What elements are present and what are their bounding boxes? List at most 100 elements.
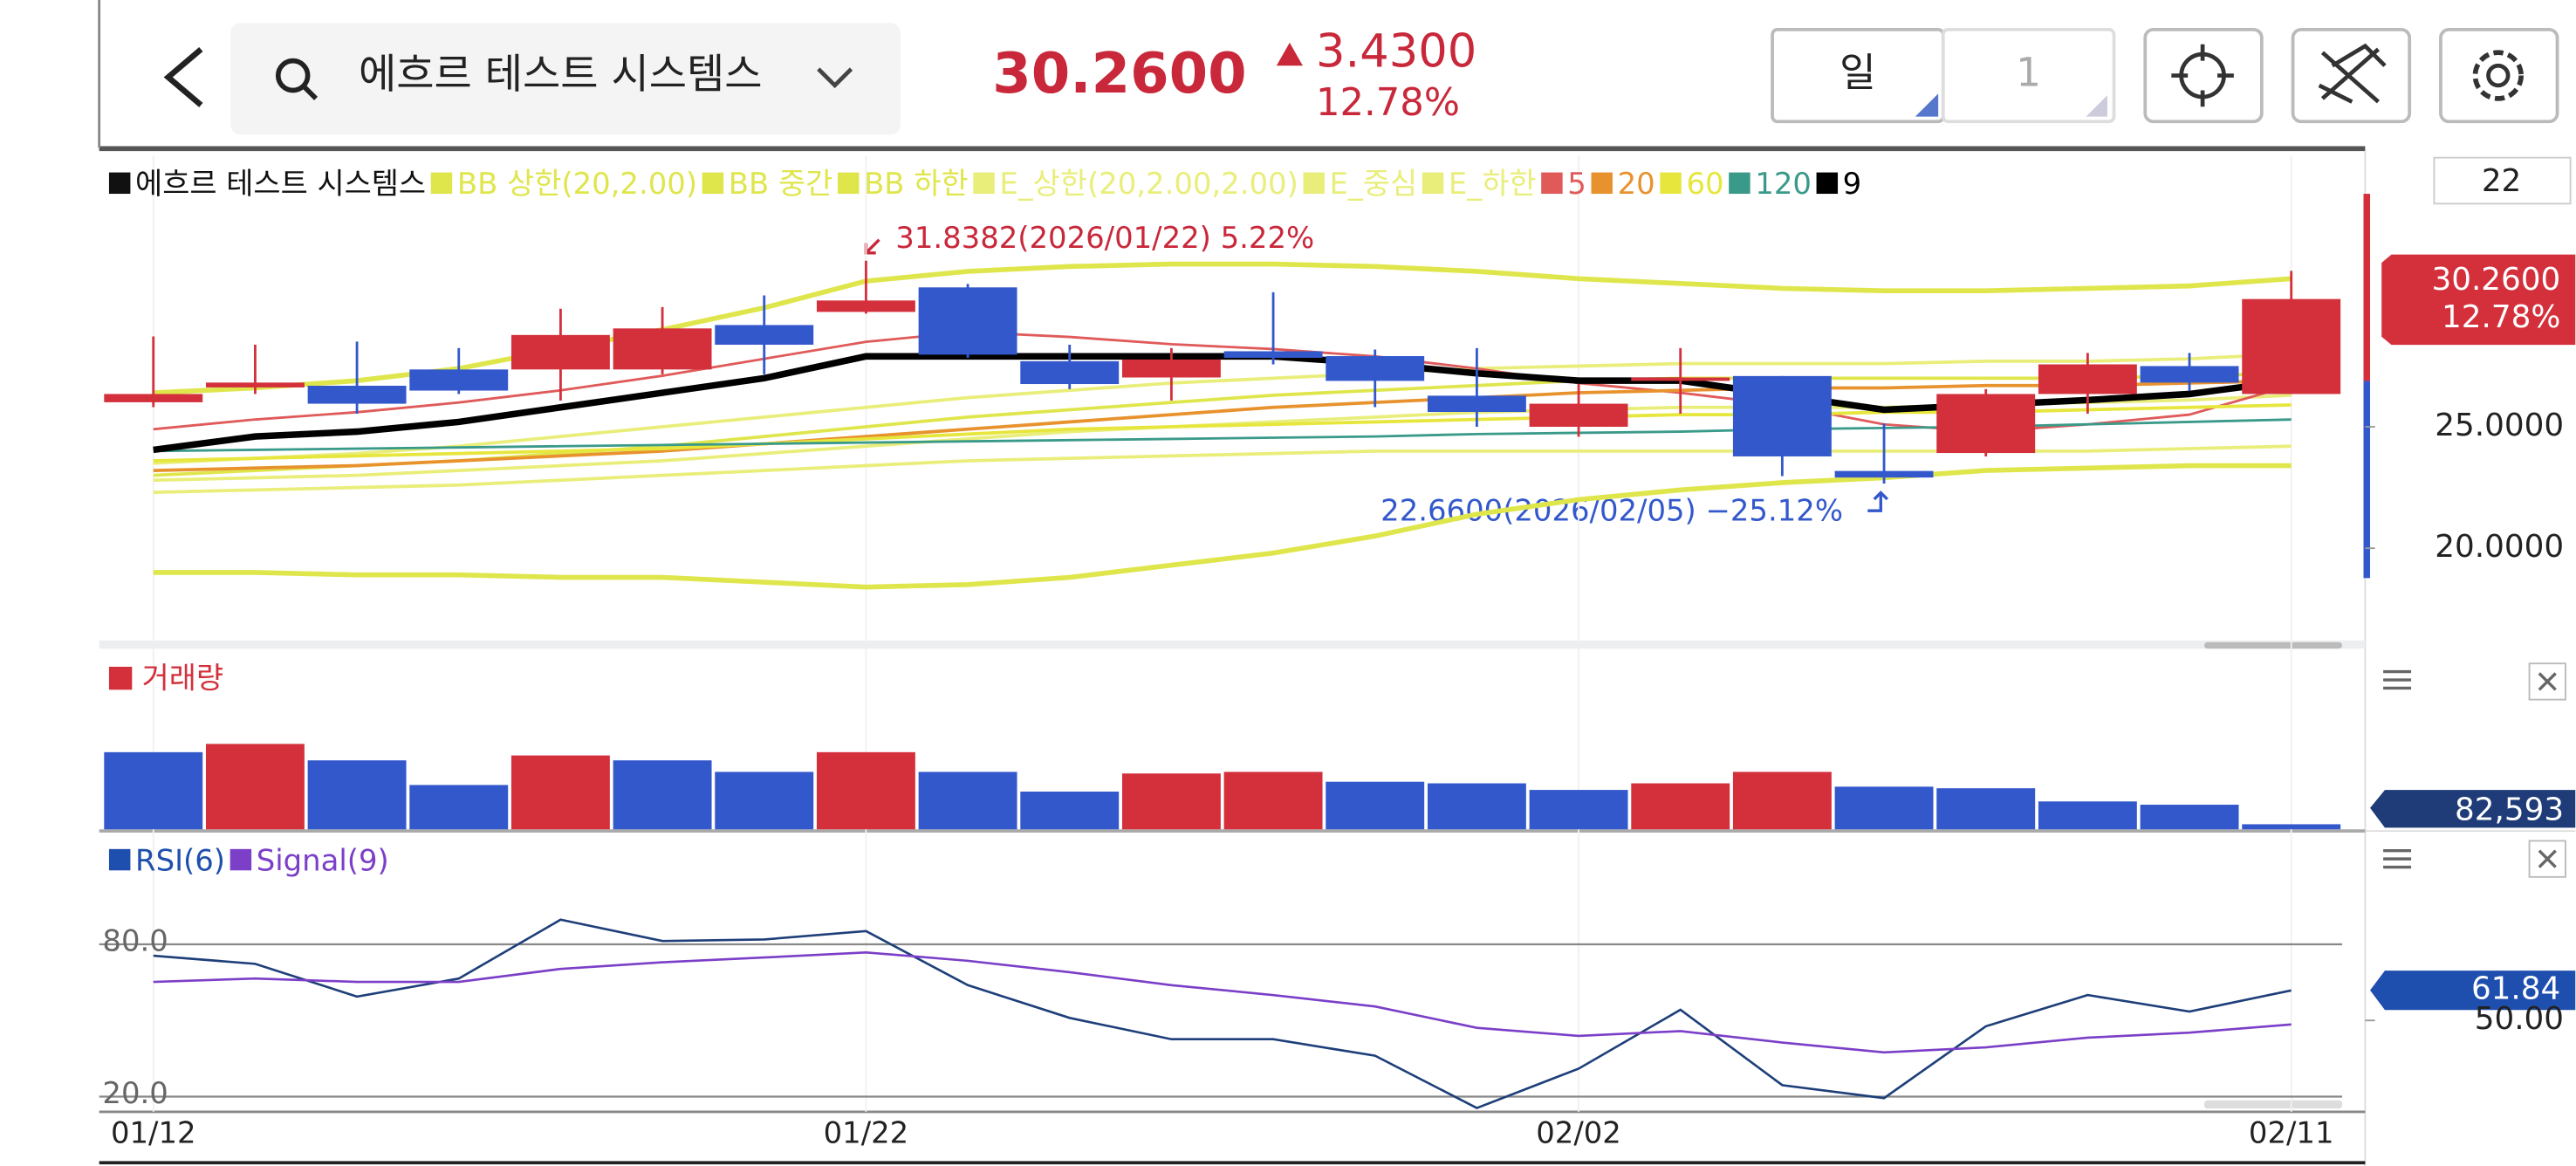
- price-tag: [2381, 254, 2576, 346]
- legend-label: E_하한: [1449, 167, 1537, 201]
- pane-menu[interactable]: [2383, 849, 2412, 869]
- volume-tag-label: 82,593: [2455, 792, 2564, 828]
- settings-button[interactable]: [2439, 27, 2559, 124]
- draw-clear-icon: [2318, 43, 2387, 104]
- volume-bar: [104, 751, 203, 830]
- volume-bar: [409, 785, 509, 830]
- search-box[interactable]: [230, 23, 901, 135]
- annotation-arrow: [1867, 490, 1889, 512]
- price-change-pct: 12.78%: [1316, 81, 1460, 125]
- volume-bar: [816, 751, 915, 830]
- candle-body: [2140, 366, 2239, 383]
- legend-label: Signal(9): [257, 843, 389, 877]
- y-tick-label: 25.0000: [2435, 408, 2564, 443]
- volume-bar: [1223, 772, 1323, 830]
- legend-label: E_중심: [1330, 167, 1418, 201]
- volume-bar: [1427, 783, 1526, 830]
- indicator-line: [153, 918, 2292, 1109]
- volume-bar: [1529, 790, 1628, 830]
- y-tick-label: 80.0: [102, 924, 168, 958]
- price-change: 3.4300: [1316, 25, 1476, 79]
- pane-menu[interactable]: [2383, 669, 2412, 690]
- volume-bar: [1121, 773, 1221, 830]
- indicator-line: [153, 379, 2292, 472]
- candle-body: [1121, 359, 1221, 378]
- volume-bar: [205, 744, 305, 830]
- range-bar-up: [2363, 194, 2371, 381]
- candle-body: [918, 287, 1017, 355]
- x-tick-label: 01/22: [824, 1116, 909, 1150]
- crosshair-button[interactable]: [2143, 27, 2264, 124]
- legend-swatch: [973, 172, 995, 195]
- legend-label: BB 중간: [729, 167, 833, 201]
- indicator-line: [153, 403, 2292, 463]
- indicator-line: [153, 444, 2292, 495]
- corner-mark: [2086, 95, 2107, 117]
- indicator-line: [153, 950, 2292, 1054]
- volume-bar: [307, 760, 407, 830]
- y-tick-label: 20.0000: [2435, 529, 2564, 565]
- legend-swatch: [1303, 172, 1325, 195]
- settings-icon: [2486, 63, 2511, 88]
- price-tag-change: 12.78%: [2442, 299, 2560, 335]
- volume-bar: [1326, 781, 1425, 830]
- indicator-line: [153, 352, 2292, 465]
- volume-bar: [918, 772, 1017, 830]
- indicator-line: [153, 353, 2292, 454]
- volume-tag: [2370, 790, 2576, 828]
- legend-label: BB 하한: [864, 167, 969, 201]
- low-annotation: 22.6600(2026/02/05) −25.12%: [1380, 494, 1843, 528]
- legend-swatch: [1816, 172, 1839, 195]
- dropdown-arrow[interactable]: [817, 67, 853, 89]
- visible-count: 22: [2482, 163, 2522, 199]
- current-price: 30.2600: [992, 42, 1246, 106]
- candle-body: [1732, 375, 1832, 456]
- candle-body: [1834, 470, 1934, 478]
- search-icon: [275, 58, 311, 93]
- volume-bar: [715, 772, 814, 830]
- legend-label: 에흐르 테스트 시스템스: [135, 167, 426, 201]
- candle-body: [1631, 377, 1730, 381]
- candle-body: [1427, 395, 1526, 413]
- volume-bar: [510, 755, 610, 830]
- candle-body: [205, 382, 305, 388]
- candle-body: [1223, 351, 1323, 358]
- candle-body: [1326, 356, 1425, 381]
- up-triangle: [1276, 42, 1303, 66]
- y2-tick-label: 50.00: [2475, 1001, 2564, 1037]
- legend-swatch: [1422, 172, 1444, 195]
- scrollbar[interactable]: [2203, 1100, 2343, 1109]
- visible-count-box[interactable]: [2433, 156, 2572, 205]
- candle-body: [307, 385, 407, 404]
- rsi-tag-label: 61.84: [2471, 971, 2560, 1007]
- volume-bar: [2038, 801, 2137, 830]
- crosshair-icon: [2171, 44, 2234, 107]
- range-bar-down: [2363, 381, 2371, 579]
- legend-label: RSI(6): [135, 843, 225, 877]
- candle-body: [1529, 403, 1628, 428]
- legend-label: 20: [1618, 167, 1655, 201]
- scrollbar[interactable]: [2203, 641, 2343, 649]
- high-annotation: 31.8382(2026/01/22) 5.22%: [895, 221, 1314, 255]
- legend-swatch: [430, 172, 453, 195]
- back-button[interactable]: [163, 46, 203, 107]
- candle-body: [613, 328, 712, 370]
- x-tick-label: 01/12: [111, 1116, 196, 1150]
- indicator-line: [153, 261, 2292, 395]
- y-tick-label: 20.0: [102, 1076, 168, 1110]
- volume-bar: [1020, 791, 1120, 830]
- indicator-line: [153, 463, 2292, 590]
- corner-mark: [1915, 93, 1939, 117]
- legend-swatch: [230, 848, 252, 871]
- volume-bar: [1631, 783, 1730, 830]
- candle-body: [1936, 394, 2036, 454]
- stock-name: 에흐르 테스트 시스템스: [359, 51, 763, 99]
- candle-body: [715, 325, 814, 345]
- candle-body: [409, 369, 509, 391]
- search-icon: [302, 85, 319, 100]
- period-count-button[interactable]: [1941, 27, 2116, 124]
- volume-bar: [2140, 805, 2239, 830]
- legend-swatch: [702, 172, 724, 195]
- legend-label: 60: [1686, 167, 1723, 201]
- legend-label: E_상한(20,2.00,2.00): [999, 167, 1298, 201]
